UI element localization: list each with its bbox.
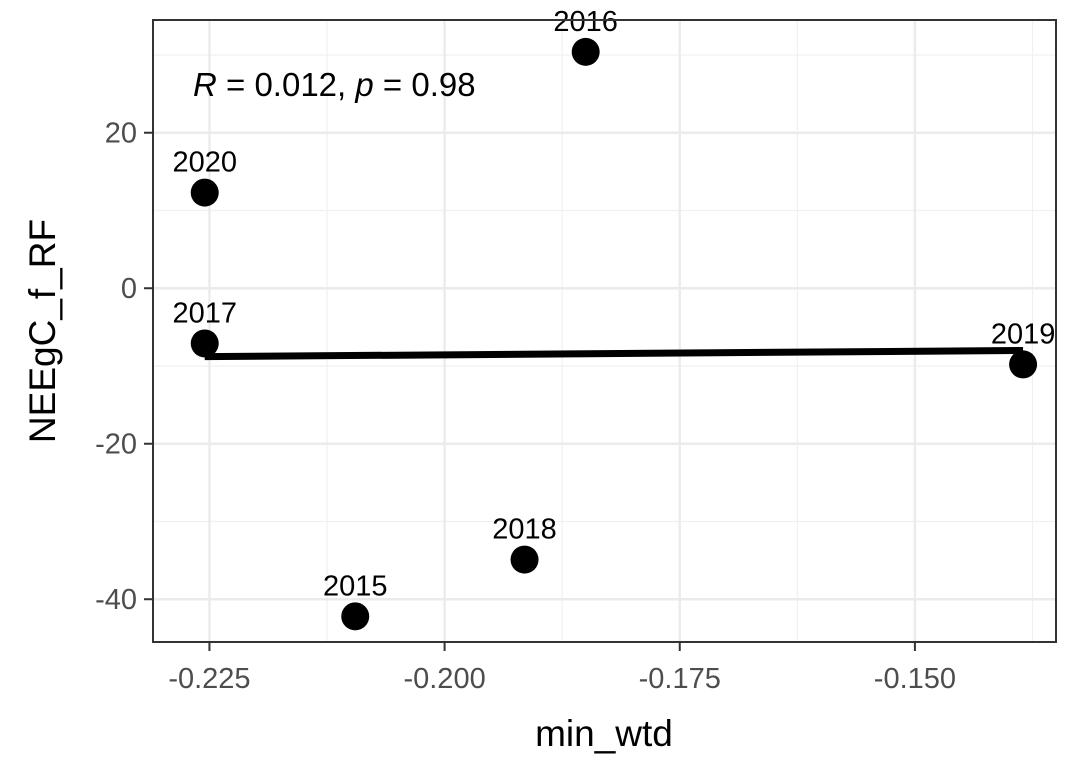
data-point-label: 2020: [172, 147, 237, 179]
y-axis-title: NEEgC_f_RF: [22, 219, 63, 443]
data-points: [190, 37, 1038, 631]
x-axis: -0.225 -0.200 -0.175 -0.150: [168, 642, 956, 695]
data-point-label: 2016: [553, 6, 618, 38]
data-point: [341, 602, 370, 631]
data-point: [190, 178, 219, 207]
data-point-label: 2017: [172, 297, 237, 329]
correlation-annotation: R = 0.012, p = 0.98: [193, 66, 476, 103]
y-axis: -40 -20 0 20: [95, 118, 153, 616]
data-point: [190, 329, 219, 358]
data-point-label: 2018: [492, 514, 557, 546]
y-tick-label: -20: [95, 429, 137, 461]
r-value: = 0.012,: [217, 66, 356, 103]
minor-grid: [153, 20, 1056, 642]
r-symbol: R: [193, 66, 217, 103]
x-tick-label: -0.150: [874, 663, 956, 695]
regression-line: [204, 346, 1024, 361]
y-tick-label: 20: [105, 118, 137, 150]
data-point: [571, 37, 600, 66]
data-point-label: 2015: [323, 570, 388, 602]
data-point: [1009, 350, 1038, 379]
p-symbol: p: [354, 66, 373, 103]
major-grid: [153, 20, 1056, 642]
x-axis-title: min_wtd: [535, 713, 673, 754]
y-tick-label: -40: [95, 584, 137, 616]
data-point-labels: 2016 2020 2017 2019 2018 2015: [172, 6, 1055, 602]
y-tick-label: 0: [121, 273, 137, 305]
data-point: [510, 545, 539, 574]
data-point-label: 2019: [991, 318, 1056, 350]
p-value: = 0.98: [374, 66, 476, 103]
regression-line-group: [204, 346, 1024, 361]
plot-panel-border: [152, 19, 1057, 643]
x-tick-label: -0.200: [403, 663, 485, 695]
x-tick-label: -0.175: [639, 663, 721, 695]
x-tick-label: -0.225: [168, 663, 250, 695]
